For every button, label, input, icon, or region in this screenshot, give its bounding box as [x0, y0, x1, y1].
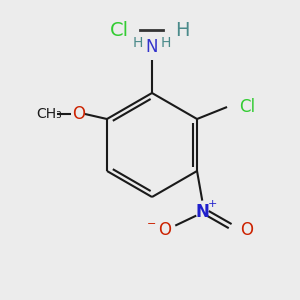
Text: O: O — [73, 105, 85, 123]
Text: N: N — [146, 38, 158, 56]
Text: +: + — [208, 199, 217, 208]
Text: −: − — [147, 219, 156, 229]
Text: H: H — [161, 36, 171, 50]
Text: CH₃: CH₃ — [36, 107, 62, 121]
Text: N: N — [195, 202, 209, 220]
Text: Cl: Cl — [239, 98, 255, 116]
Text: Cl: Cl — [110, 20, 129, 40]
Text: O: O — [158, 220, 171, 238]
Text: H: H — [133, 36, 143, 50]
Text: H: H — [175, 20, 190, 40]
Text: O: O — [240, 220, 253, 238]
